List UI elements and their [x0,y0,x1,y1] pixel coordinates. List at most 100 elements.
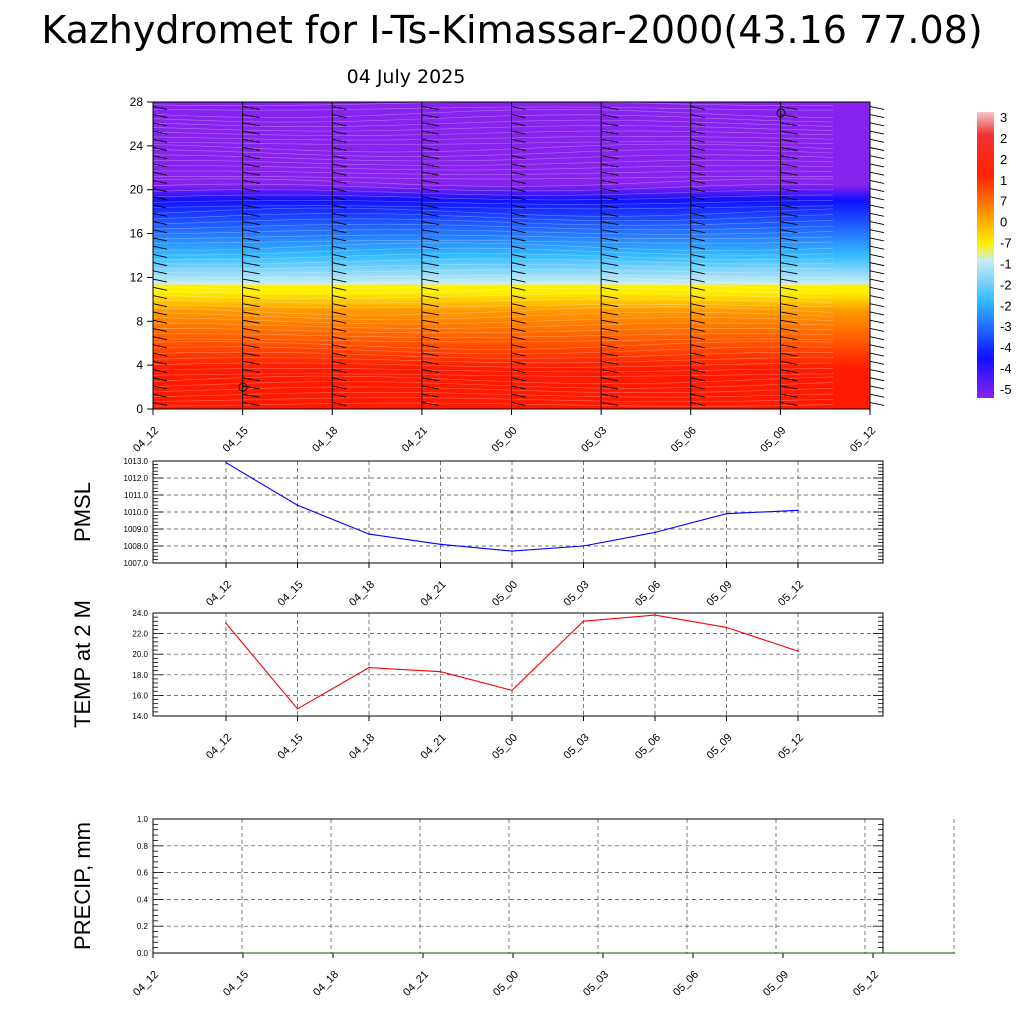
wind-barb [332,188,347,193]
wind-barb [332,212,347,217]
wind-barb [601,196,619,201]
wind-barb [690,393,705,398]
wind-barb [869,253,885,258]
wind-barb [511,171,526,176]
wind-barb [690,286,705,291]
contour-line [152,362,834,368]
x-tick-label: 04_12 [204,732,234,762]
wind-barb [869,360,885,365]
contour-line [152,287,834,295]
contour-line [152,109,834,119]
heatmap-x-tick-label: 05_09 [758,425,788,455]
wind-barb [421,245,439,250]
wind-barb [690,369,705,373]
data-point [686,952,688,954]
y-tick-label: 1010.0 [124,508,149,517]
heatmap-y-tick-label: 0 [136,402,143,416]
wind-barb [152,147,168,151]
wind-barb [511,369,526,373]
wind-barb [869,311,885,316]
data-point [654,531,656,534]
wind-barb [152,122,168,127]
wind-barb [332,114,347,119]
wind-barb [780,286,798,291]
wind-barb [332,327,347,332]
heatmap-x-tick-label: 04_15 [221,425,251,455]
x-tick-label: 04_21 [419,579,449,609]
colorbar [977,112,994,398]
wind-barb [601,295,619,299]
wind-barb [332,105,347,110]
wind-barb [242,229,260,234]
heatmap-x-tick-label: 04_21 [400,425,430,455]
wind-barb [869,385,885,390]
wind-barb [690,105,705,110]
contour-line [152,322,834,329]
wind-barb [780,311,798,316]
wind-barb [601,344,619,349]
wind-barb [152,138,168,143]
data-point [725,512,728,515]
wind-barb [152,311,168,316]
wind-barb [869,270,885,275]
wind-barb [421,196,439,201]
minor-ticks [153,818,883,954]
wind-barb [780,212,798,217]
wind-barb [690,253,705,258]
wind-barb [421,179,439,184]
wind-barb [511,188,526,193]
wind-barb [421,147,439,151]
wind-barb [690,401,705,406]
wind-barb [332,303,347,308]
colorbar-label: 0 [1000,215,1007,230]
wind-barb [242,262,260,267]
wind-barb [332,196,347,201]
data-point [797,509,799,512]
wind-barb [421,344,439,349]
data-point [953,952,955,954]
wind-barb [152,196,168,201]
wind-barb [242,401,260,406]
wind-barb [869,114,885,119]
contour-line [152,200,834,205]
wind-barb [869,319,885,324]
wind-barb [780,352,798,357]
contour-line [152,263,834,270]
wind-barb [152,393,168,398]
wind-barb [421,385,439,390]
contour-line [152,282,834,290]
heatmap-x-tick-label: 04_12 [131,425,161,455]
wind-barb [421,155,439,160]
wind-barb [421,221,439,225]
contour-line [152,373,834,377]
wind-barb [601,237,619,242]
wind-barb [421,393,439,398]
wind-barb [152,114,168,119]
wind-barb [780,229,798,234]
data-point [508,952,510,954]
data-point [511,689,513,692]
x-tick-label: 04_15 [221,969,251,999]
wind-barb [332,319,347,324]
contour-line [152,327,834,334]
wind-barb [780,360,798,365]
x-tick-label: 05_12 [776,579,806,609]
wind-barb [242,295,260,299]
wind-barb [242,155,260,160]
wind-barb [601,221,619,225]
wind-barb [780,336,798,341]
wind-barb [869,327,885,332]
colorbar-label: -2 [1000,277,1012,292]
wind-barb [242,245,260,250]
y-axis-label: PRECIP, mm [70,822,95,950]
wind-barb [601,369,619,373]
wind-barb [242,122,260,127]
wind-barb [601,352,619,357]
wind-barb [869,303,885,308]
wind-barb [332,130,347,135]
wind-barb [242,385,260,390]
data-point [439,670,442,673]
contour-line [152,189,834,196]
colorbar-label: -7 [1000,236,1012,251]
wind-barb [690,130,705,135]
